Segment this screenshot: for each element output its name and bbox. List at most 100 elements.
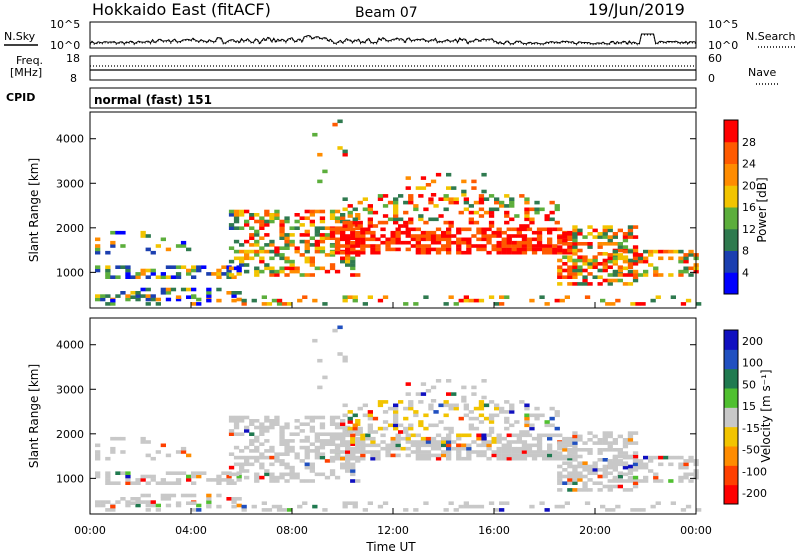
power-cell	[552, 227, 558, 232]
velocity-cell	[622, 462, 629, 467]
velocity-cell	[284, 462, 290, 467]
velocity-cell	[350, 462, 356, 467]
velocity-cell	[425, 456, 432, 461]
velocity-cell	[186, 493, 192, 498]
colorbar-segment	[724, 330, 738, 350]
velocity-cell	[120, 450, 126, 454]
power-cell	[393, 220, 399, 225]
power-cell	[264, 249, 270, 254]
power-cell	[516, 244, 522, 248]
velocity-cell	[572, 481, 578, 485]
velocity-cell	[231, 481, 237, 485]
power-cell	[511, 247, 517, 252]
velocity-cell	[430, 446, 437, 451]
power-cell	[274, 213, 280, 217]
velocity-cell	[350, 440, 356, 444]
power-cell	[612, 278, 618, 283]
velocity-cell	[360, 446, 366, 451]
power-cell	[180, 244, 187, 248]
velocity-cell	[95, 471, 101, 475]
velocity-cell	[342, 358, 348, 363]
power-cell	[519, 194, 525, 198]
power-cell	[279, 256, 285, 261]
velocity-cell	[140, 440, 146, 444]
velocity-cell	[279, 435, 285, 440]
velocity-cell	[329, 450, 336, 454]
velocity-cell	[264, 439, 270, 443]
velocity-cell	[329, 472, 336, 477]
velocity-cell	[145, 508, 151, 512]
velocity-cell	[309, 479, 315, 483]
velocity-cell	[552, 453, 558, 458]
velocity-cell	[425, 436, 432, 441]
power-cell	[377, 220, 384, 225]
power-cell	[433, 204, 439, 208]
velocity-cell	[125, 474, 131, 479]
power-cell	[264, 233, 270, 237]
velocity-cell	[264, 429, 270, 433]
velocity-cell	[567, 488, 573, 492]
power-cell	[380, 227, 386, 232]
velocity-cell	[587, 478, 593, 482]
velocity-cell	[448, 426, 454, 431]
velocity-cell	[602, 471, 608, 475]
power-cell	[501, 250, 507, 255]
velocity-cell	[506, 450, 512, 454]
velocity-cell	[130, 497, 136, 501]
velocity-cell	[529, 426, 535, 431]
velocity-cell	[597, 448, 603, 452]
power-cell	[360, 244, 366, 248]
power-cell	[380, 240, 386, 245]
velocity-cell	[557, 446, 563, 451]
velocity-cell	[430, 440, 437, 444]
power-cell	[562, 235, 568, 239]
power-cell	[105, 268, 111, 273]
time-x-axis: 00:00 04:00 08:00 12:00 16:00 20:00 00:00	[74, 302, 712, 537]
power-cell	[269, 266, 275, 271]
power-cell	[443, 194, 449, 198]
velocity-cell	[322, 375, 328, 380]
velocity-cell	[473, 406, 480, 411]
velocity-cell	[355, 419, 361, 423]
power-cell	[259, 216, 265, 220]
power-cell	[494, 200, 500, 205]
velocity-cell	[294, 472, 300, 477]
velocity-cell	[516, 436, 522, 441]
power-cell	[688, 253, 694, 257]
power-cell	[627, 273, 634, 277]
velocity-cell	[415, 456, 421, 461]
velocity-cell	[226, 474, 232, 479]
velocity-cell	[466, 453, 472, 458]
power-cell	[511, 234, 517, 238]
velocity-cell	[390, 440, 396, 444]
power-cell	[226, 291, 232, 295]
power-cell	[393, 197, 399, 201]
colorbar-segment	[724, 349, 738, 370]
velocity-cell	[476, 453, 482, 458]
velocity-cell	[420, 392, 427, 396]
velocity-cell	[350, 436, 356, 441]
power-cell	[355, 237, 361, 242]
velocity-cell	[501, 456, 507, 461]
power-cell	[554, 207, 560, 212]
velocity-cell	[228, 432, 235, 436]
velocity-cell	[607, 459, 613, 463]
velocity-cell	[632, 459, 639, 463]
power-cell	[269, 216, 275, 220]
velocity-cell	[448, 430, 454, 434]
velocity-cell	[496, 440, 502, 444]
velocity-cell	[329, 469, 336, 473]
velocity-cell	[342, 355, 348, 360]
velocity-cell	[592, 461, 598, 465]
velocity-cell	[299, 445, 305, 450]
power-cell	[612, 232, 618, 236]
power-cell	[632, 225, 639, 229]
power-cell	[552, 244, 558, 248]
power-cell	[365, 237, 371, 242]
power-cell	[264, 219, 270, 224]
velocity-cell	[350, 456, 356, 461]
power-cell	[244, 209, 250, 214]
power-cell	[160, 272, 166, 276]
velocity-cell	[627, 438, 634, 442]
power-cell	[471, 186, 477, 190]
